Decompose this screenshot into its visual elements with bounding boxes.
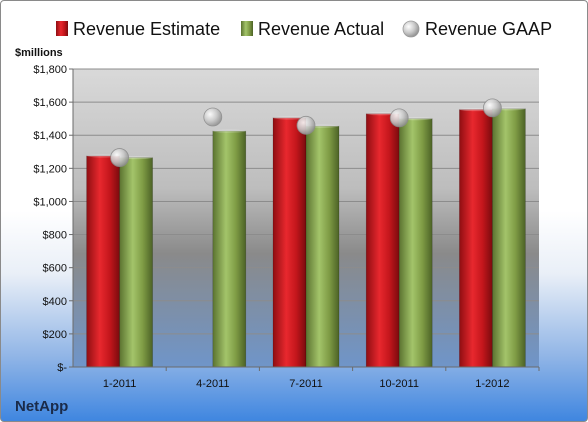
actual-bar[interactable] <box>212 130 247 368</box>
y-tick-label: $1,400 <box>33 130 67 142</box>
legend-item-estimate[interactable]: Revenue Estimate <box>56 19 220 39</box>
bars <box>86 107 526 368</box>
x-tick-label: 10-2011 <box>379 378 419 390</box>
x-tick-label: 1-2011 <box>103 378 136 390</box>
gaap-marker[interactable] <box>110 148 129 167</box>
gaap-marker[interactable] <box>482 98 502 118</box>
x-axis-ticks: 1-2011 4-2011 7-2011 10-2011 1-2012 <box>103 367 540 390</box>
y-tick-label: $800 <box>43 230 67 242</box>
legend-item-actual[interactable]: Revenue Actual <box>241 19 384 39</box>
y-axis-ticks: $- $200 $400 $600 $800 $1,000 $1,200 $1,400 $1,6… <box>33 64 73 374</box>
actual-bar-top <box>212 129 246 133</box>
x-tick-label: 7-2011 <box>289 378 322 390</box>
y-tick-label: $600 <box>43 263 67 275</box>
y-tick-label: $1,200 <box>33 163 67 175</box>
gaap-marker[interactable] <box>389 108 409 128</box>
x-tick-label: 1-2012 <box>475 378 509 390</box>
estimate-bar-top <box>273 116 306 120</box>
legend-swatch-gaap <box>402 20 420 38</box>
y-tick-label: $400 <box>43 296 67 308</box>
gaap-marker[interactable] <box>203 107 223 127</box>
estimate-bar[interactable] <box>86 155 120 368</box>
y-tick-label: $1,800 <box>33 64 67 76</box>
company-name: NetApp <box>15 398 68 415</box>
legend-label-estimate: Revenue Estimate <box>73 19 220 39</box>
legend-label-actual: Revenue Actual <box>258 19 384 39</box>
y-tick-label: $200 <box>43 329 67 341</box>
y-tick-label: $1,000 <box>33 196 67 208</box>
gaap-marker[interactable] <box>296 115 316 135</box>
actual-bar[interactable] <box>305 125 340 368</box>
actual-bar[interactable] <box>492 108 526 368</box>
x-tick-label: 4-2011 <box>196 378 229 390</box>
legend-item-gaap[interactable]: Revenue GAAP <box>402 19 552 39</box>
estimate-bar[interactable] <box>272 117 307 368</box>
y-tick-label: $- <box>57 362 67 374</box>
estimate-bar[interactable] <box>459 109 493 368</box>
actual-bar[interactable] <box>119 157 153 368</box>
legend-label-gaap: Revenue GAAP <box>425 19 552 39</box>
legend-swatch-estimate <box>56 21 68 36</box>
y-axis-label: $millions <box>15 47 63 59</box>
estimate-bar[interactable] <box>365 113 400 368</box>
legend: Revenue Estimate Revenue Actual Revenue … <box>56 19 552 39</box>
legend-swatch-actual <box>241 21 253 36</box>
y-tick-label: $1,600 <box>33 97 67 109</box>
actual-bar[interactable] <box>398 118 433 368</box>
gaap-markers <box>110 98 502 167</box>
